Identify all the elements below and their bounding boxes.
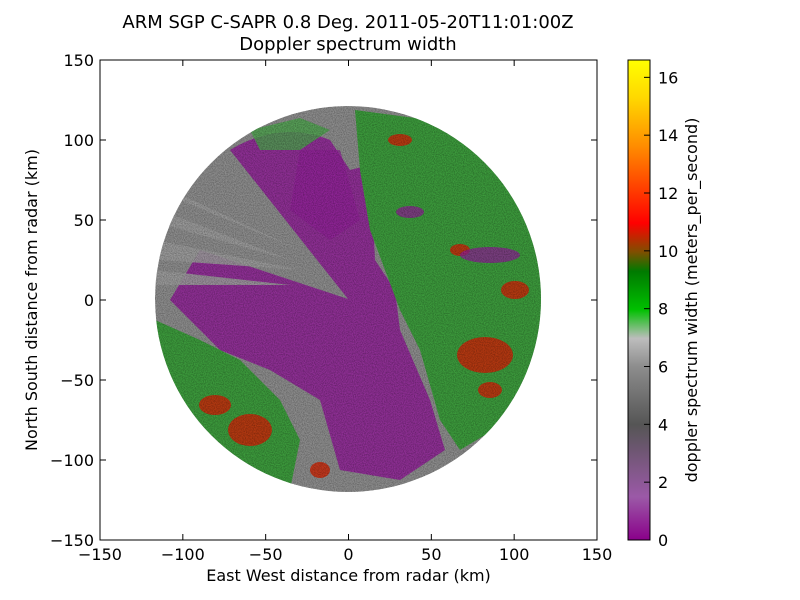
y-tick-label: 150 [63, 51, 94, 70]
radar-ppi-disc [155, 106, 541, 492]
colorbar-tick-label: 14 [658, 126, 678, 145]
x-axis-label: East West distance from radar (km) [206, 566, 491, 585]
colorbar-tick-label: 8 [658, 300, 668, 319]
colorbar-tick-label: 16 [658, 68, 678, 87]
colorbar-tick-label: 0 [658, 531, 668, 550]
colorbar-label: doppler spectrum width (meters_per_secon… [682, 117, 701, 483]
colorbar-tick-label: 12 [658, 184, 678, 203]
x-tick-label: −100 [161, 545, 205, 564]
x-tick-label: 150 [582, 545, 613, 564]
y-axis-ticks: −150 −100 −50 0 50 100 150 [50, 51, 597, 550]
y-tick-label: −50 [60, 371, 94, 390]
title-line-2: Doppler spectrum width [239, 34, 457, 55]
x-tick-label: 50 [421, 545, 441, 564]
chart-title: ARM SGP C-SAPR 0.8 Deg. 2011-05-20T11:01… [0, 12, 696, 56]
colorbar-tick-label: 6 [658, 358, 668, 377]
y-tick-label: −100 [50, 451, 94, 470]
x-tick-label: 100 [499, 545, 530, 564]
colorbar-ticks: 0 2 4 6 8 10 12 14 16 [644, 68, 678, 550]
colorbar-tick-label: 10 [658, 242, 678, 261]
y-tick-label: 100 [63, 131, 94, 150]
colorbar-tick-label: 4 [658, 415, 668, 434]
colorbar-tick-label: 2 [658, 473, 668, 492]
title-line-1: ARM SGP C-SAPR 0.8 Deg. 2011-05-20T11:01… [122, 12, 574, 33]
y-tick-label: 0 [84, 291, 94, 310]
colorbar [627, 59, 651, 541]
y-tick-label: 50 [74, 211, 94, 230]
x-tick-label: −50 [249, 545, 283, 564]
x-axis-ticks: −150 −100 −50 0 50 100 150 [78, 60, 612, 564]
y-axis-label: North South distance from radar (km) [22, 149, 41, 451]
x-tick-label: −150 [78, 545, 122, 564]
speckle-overlay [155, 106, 541, 492]
y-tick-label: −150 [50, 531, 94, 550]
x-tick-label: 0 [343, 545, 353, 564]
